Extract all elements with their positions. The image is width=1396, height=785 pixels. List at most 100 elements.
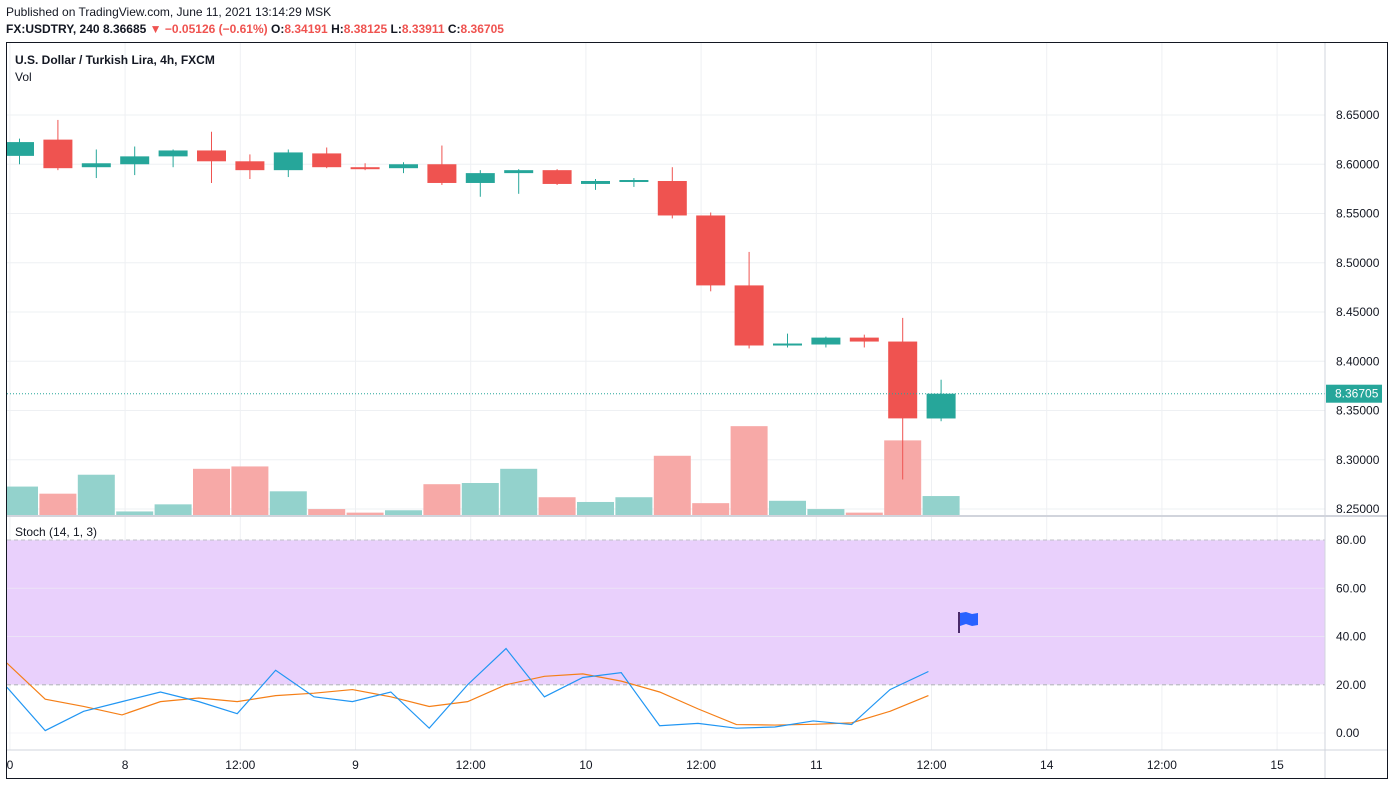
open-value: 8.34191 bbox=[284, 22, 328, 36]
low-value: 8.33911 bbox=[401, 22, 445, 36]
candle-body[interactable] bbox=[926, 393, 956, 419]
price-axis-label: 8.45000 bbox=[1336, 305, 1380, 319]
volume-bar bbox=[77, 474, 115, 515]
volume-bar bbox=[39, 493, 77, 515]
volume-bar bbox=[269, 491, 307, 515]
volume-bar bbox=[845, 512, 883, 515]
price-axis-label: 8.35000 bbox=[1336, 404, 1380, 418]
volume-bar bbox=[231, 466, 269, 515]
time-axis-label: 14 bbox=[1040, 758, 1054, 772]
volume-bar bbox=[461, 483, 499, 515]
high-value: 8.38125 bbox=[343, 22, 388, 36]
main-chart-title[interactable]: U.S. Dollar / Turkish Lira, 4h, FXCM bbox=[15, 53, 215, 67]
candle-body[interactable] bbox=[427, 164, 457, 183]
change-arrow-icon: ▼ bbox=[149, 22, 162, 36]
time-axis-label: 9 bbox=[352, 758, 359, 772]
volume-bar bbox=[922, 496, 960, 515]
candle-body[interactable] bbox=[849, 337, 879, 342]
candle-body[interactable] bbox=[657, 180, 687, 216]
stoch-d-line bbox=[7, 662, 929, 726]
chart-frame bbox=[6, 42, 1388, 779]
volume-bar bbox=[308, 509, 346, 515]
volume-bar bbox=[769, 500, 806, 515]
close-value: 8.36705 bbox=[460, 22, 504, 36]
price-axis-label: 8.25000 bbox=[1336, 502, 1380, 516]
volume-bar bbox=[615, 497, 653, 515]
candle-body[interactable] bbox=[581, 180, 610, 184]
volume-bar bbox=[154, 504, 192, 515]
volume-bar bbox=[385, 510, 422, 515]
price-axis-label: 8.30000 bbox=[1336, 453, 1380, 467]
volume-bar bbox=[116, 511, 154, 515]
candle-body[interactable] bbox=[158, 150, 188, 157]
volume-bar bbox=[7, 486, 38, 515]
candle-body[interactable] bbox=[43, 139, 73, 169]
candle-body[interactable] bbox=[350, 167, 380, 170]
volume-bar bbox=[653, 455, 691, 515]
stoch-axis-label: 80.00 bbox=[1336, 533, 1366, 547]
low-label: L: bbox=[390, 22, 402, 36]
time-axis-label: 12:00 bbox=[1147, 758, 1177, 772]
time-axis-label: 10 bbox=[579, 758, 593, 772]
candle-body[interactable] bbox=[465, 173, 495, 183]
price-axis-label: 8.40000 bbox=[1336, 354, 1380, 368]
candle-body[interactable] bbox=[696, 215, 726, 286]
stoch-axis-label: 40.00 bbox=[1336, 630, 1366, 644]
time-axis-label: 15 bbox=[1270, 758, 1284, 772]
time-axis-label: 11 bbox=[810, 758, 823, 772]
time-axis-label: 12:00 bbox=[686, 758, 716, 772]
stoch-axis-label: 20.00 bbox=[1336, 678, 1366, 692]
close-label: C: bbox=[447, 22, 461, 36]
volume-bar bbox=[538, 497, 576, 515]
candle-body[interactable] bbox=[811, 337, 841, 345]
last-price-tag bbox=[1326, 384, 1382, 403]
published-line: Published on TradingView.com, June 11, 2… bbox=[6, 5, 332, 19]
candle-body[interactable] bbox=[5, 142, 34, 156]
candle-body[interactable] bbox=[888, 341, 918, 419]
open-label: O: bbox=[271, 22, 285, 36]
stoch-axis-label: 60.00 bbox=[1336, 581, 1366, 595]
volume-bar bbox=[730, 426, 768, 515]
volume-bar bbox=[807, 509, 845, 515]
candle-body[interactable] bbox=[197, 150, 226, 162]
stoch-k-line bbox=[7, 647, 929, 732]
volume-bar bbox=[193, 468, 230, 515]
time-axis-label: 12:00 bbox=[225, 758, 255, 772]
volume-label[interactable]: Vol bbox=[15, 70, 32, 84]
volume-bar bbox=[423, 484, 461, 515]
candle-body[interactable] bbox=[504, 170, 534, 174]
header: Published on TradingView.com, June 11, 2… bbox=[0, 0, 1396, 42]
candle-body[interactable] bbox=[235, 161, 265, 171]
time-axis-label: 12:00 bbox=[916, 758, 946, 772]
stoch-title[interactable]: Stoch (14, 1, 3) bbox=[15, 525, 98, 539]
flag-icon[interactable] bbox=[958, 612, 978, 633]
last-price-tag-label: 8.36705 bbox=[1335, 387, 1379, 401]
stoch-band bbox=[7, 540, 1325, 685]
volume-bar bbox=[577, 501, 614, 515]
symbol-label: FX:USDTRY, 240 bbox=[6, 22, 100, 36]
candle-body[interactable] bbox=[773, 343, 802, 346]
stoch-axis-label: 0.00 bbox=[1336, 726, 1360, 740]
price-axis-label: 8.60000 bbox=[1336, 157, 1380, 171]
candle-body[interactable] bbox=[389, 164, 418, 169]
candle-body[interactable] bbox=[120, 156, 150, 165]
candle-body[interactable] bbox=[619, 180, 649, 183]
candle-body[interactable] bbox=[734, 285, 764, 346]
high-label: H: bbox=[331, 22, 344, 36]
symbol-ohlc-line: FX:USDTRY, 240 8.36685 ▼ −0.05126 (−0.61… bbox=[6, 22, 504, 36]
last-price-value: 8.36685 bbox=[102, 22, 147, 36]
price-axis-label: 8.50000 bbox=[1336, 256, 1380, 270]
change-value: −0.05126 (−0.61%) bbox=[164, 22, 268, 36]
time-axis-label: 8 bbox=[122, 758, 129, 772]
candle-body[interactable] bbox=[312, 153, 342, 168]
price-axis-label: 8.55000 bbox=[1336, 207, 1380, 221]
volume-bar bbox=[500, 468, 538, 515]
price-axis-label: 8.65000 bbox=[1336, 108, 1380, 122]
time-axis-label: 0 bbox=[7, 758, 14, 772]
candle-body[interactable] bbox=[542, 170, 572, 184]
candle-body[interactable] bbox=[81, 163, 111, 168]
volume-bar bbox=[692, 503, 730, 515]
candle-body[interactable] bbox=[273, 152, 303, 171]
time-axis-label: 12:00 bbox=[456, 758, 486, 772]
